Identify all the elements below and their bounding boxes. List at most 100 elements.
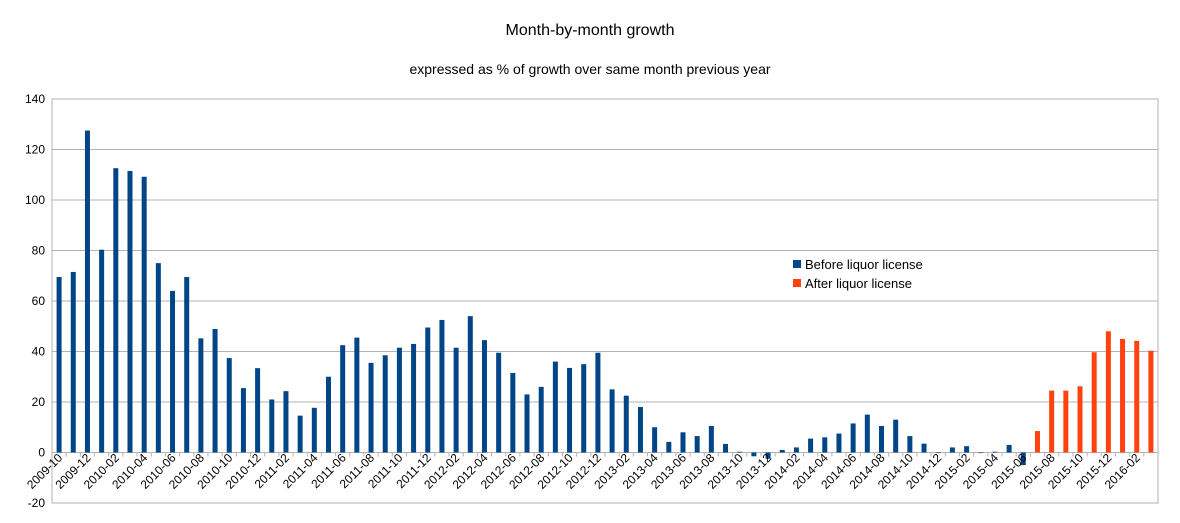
- bar: [921, 443, 927, 453]
- chart-title: Month-by-month growth: [506, 22, 675, 39]
- bar: [822, 437, 828, 453]
- bar: [1134, 340, 1140, 453]
- y-tick-label: 20: [32, 395, 46, 409]
- bar: [1077, 386, 1083, 453]
- bar: [396, 347, 402, 453]
- bar: [340, 345, 346, 453]
- y-tick-label: 0: [38, 446, 45, 460]
- y-tick-label: 100: [25, 193, 45, 207]
- legend-label: After liquor license: [805, 276, 912, 291]
- bar: [1105, 331, 1111, 453]
- bar: [198, 338, 204, 453]
- bar: [368, 362, 374, 453]
- bar: [326, 376, 331, 453]
- bar: [56, 277, 62, 453]
- bar: [255, 368, 261, 453]
- bar: [184, 277, 190, 453]
- x-axis-ticks: 2009-102009-122010-022010-042010-062010-…: [24, 450, 1143, 491]
- legend: Before liquor license After liquor licens…: [793, 257, 923, 291]
- bar: [808, 438, 814, 453]
- bar: [850, 423, 856, 453]
- plot-frame: [51, 98, 1159, 504]
- bar: [623, 395, 629, 453]
- bar: [538, 386, 544, 453]
- y-tick-label: 140: [25, 92, 45, 106]
- bar: [1049, 390, 1055, 453]
- bar: [694, 436, 700, 453]
- bar: [992, 451, 998, 453]
- bar: [978, 452, 984, 454]
- bars: [56, 130, 1154, 466]
- legend-swatch: [793, 279, 801, 287]
- bar: [283, 391, 289, 453]
- bar: [1063, 390, 1069, 453]
- bar: [411, 343, 417, 453]
- bar: [949, 447, 955, 453]
- bar: [425, 327, 431, 453]
- bar: [99, 249, 105, 453]
- bar: [879, 425, 884, 453]
- y-axis-ticks: -20 0 20 40 60 80 100 120 140: [25, 92, 45, 510]
- bar: [170, 290, 176, 453]
- bar: [1020, 452, 1026, 466]
- bar: [113, 168, 119, 453]
- bar: [666, 441, 672, 453]
- bar: [581, 364, 587, 453]
- bar: [269, 399, 275, 453]
- chart-subtitle: expressed as % of growth over same month…: [409, 61, 770, 77]
- bar: [354, 337, 360, 453]
- bar: [240, 388, 246, 453]
- bar: [84, 130, 90, 453]
- bar: [453, 347, 459, 453]
- bar: [708, 425, 714, 453]
- bar: [737, 451, 743, 453]
- bar: [155, 263, 161, 453]
- bar: [467, 316, 473, 453]
- bar: [723, 443, 729, 453]
- bar: [779, 449, 785, 453]
- bar: [439, 319, 445, 453]
- bar: [637, 407, 643, 453]
- gridlines: [51, 98, 1159, 504]
- bar: [1006, 444, 1012, 453]
- bar: [481, 340, 487, 453]
- y-tick-label: 120: [25, 143, 45, 157]
- bar: [935, 452, 941, 454]
- bar: [1034, 431, 1040, 453]
- bar: [552, 361, 558, 453]
- bar: [907, 436, 913, 453]
- bar: [127, 170, 133, 453]
- y-tick-label: 80: [32, 244, 46, 258]
- bar: [311, 407, 317, 453]
- bar: [1091, 352, 1097, 453]
- bar: [510, 372, 516, 453]
- bar: [680, 432, 686, 453]
- bar: [567, 367, 573, 453]
- bar: [765, 452, 771, 459]
- bar: [609, 389, 615, 453]
- bar: [1120, 338, 1126, 453]
- legend-swatch: [793, 260, 801, 268]
- bar: [964, 446, 970, 453]
- bar: [297, 415, 303, 453]
- bar: [212, 329, 218, 453]
- bar: [226, 358, 232, 453]
- y-tick-label: -20: [28, 496, 46, 510]
- y-tick-label: 60: [32, 294, 46, 308]
- bar: [793, 447, 799, 453]
- bar: [382, 355, 388, 453]
- bar: [496, 352, 502, 453]
- bar: [1148, 350, 1154, 453]
- bar: [652, 427, 658, 453]
- bar: [751, 452, 757, 457]
- legend-label: Before liquor license: [805, 257, 923, 272]
- bar: [864, 414, 870, 453]
- bar: [524, 394, 530, 453]
- bar: [893, 419, 899, 453]
- bar: [141, 176, 147, 453]
- bar: [595, 352, 601, 453]
- y-tick-label: 40: [32, 345, 46, 359]
- bar: [836, 433, 842, 453]
- bar: [70, 271, 76, 453]
